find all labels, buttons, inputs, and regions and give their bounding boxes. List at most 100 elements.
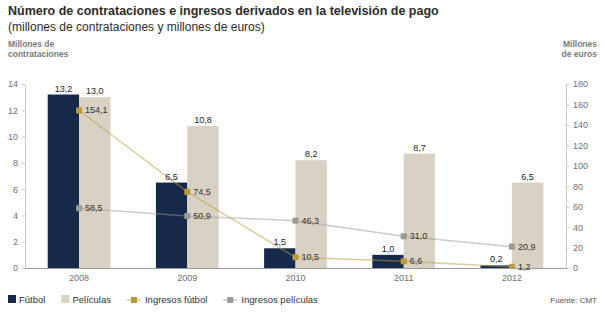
bar-series bbox=[79, 97, 543, 268]
y-tick: 14 bbox=[8, 79, 25, 89]
line-label: 74,5 bbox=[193, 187, 211, 197]
y-tick: 6 bbox=[13, 185, 25, 195]
line-marker bbox=[184, 189, 190, 195]
bar-series bbox=[48, 95, 512, 268]
y2-axis: 020406080100120140160180 bbox=[566, 79, 588, 273]
y-tick: 12 bbox=[8, 106, 25, 116]
y2-axis-line bbox=[566, 85, 567, 269]
line-marker bbox=[401, 233, 407, 239]
y2-tick: 20 bbox=[566, 243, 583, 253]
y2-tick: 0 bbox=[566, 263, 578, 273]
bar-label: 10,8 bbox=[194, 115, 212, 125]
y2-tick-label: 20 bbox=[573, 243, 583, 253]
line-marker bbox=[184, 213, 190, 219]
line-label: 1,2 bbox=[518, 262, 531, 272]
y2-tick-mark bbox=[566, 125, 569, 126]
line bbox=[79, 110, 512, 266]
bar bbox=[187, 126, 218, 268]
y2-tick: 160 bbox=[566, 100, 588, 110]
y2-tick-label: 0 bbox=[573, 263, 578, 273]
bar-label: 8,2 bbox=[305, 149, 318, 159]
y-tick: 4 bbox=[13, 211, 25, 221]
y2-tick-label: 60 bbox=[573, 202, 583, 212]
data-labels: 13,26,51,51,00,213,010,88,28,76,5154,174… bbox=[55, 84, 536, 272]
line-label: 20,9 bbox=[518, 242, 536, 252]
y2-tick-label: 160 bbox=[573, 100, 588, 110]
legend-item: Ingresos películas bbox=[223, 294, 318, 305]
line bbox=[79, 208, 512, 246]
line-label: 50,9 bbox=[193, 211, 211, 221]
y2-tick: 140 bbox=[566, 120, 588, 130]
y-tick-mark bbox=[22, 242, 25, 243]
line-label: 6,6 bbox=[410, 256, 423, 266]
x-tick: 2008 bbox=[69, 273, 89, 283]
y2-tick-mark bbox=[566, 84, 569, 85]
y-tick-label: 6 bbox=[13, 185, 18, 195]
legend-label: Ingresos películas bbox=[241, 294, 318, 305]
line-marker bbox=[293, 254, 299, 260]
subtitle: (millones de contrataciones y millones d… bbox=[8, 20, 265, 34]
y2-tick: 100 bbox=[566, 161, 588, 171]
y-tick-mark bbox=[22, 189, 25, 190]
bar-label: 8,7 bbox=[413, 143, 426, 153]
bar-label: 1,0 bbox=[382, 244, 395, 254]
y-tick-mark bbox=[22, 163, 25, 164]
x-tick-label: 2011 bbox=[394, 273, 413, 283]
x-tick-label: 2010 bbox=[285, 273, 305, 283]
source: Fuente: CMT bbox=[550, 296, 597, 305]
bar bbox=[48, 95, 79, 268]
y-tick-mark bbox=[22, 110, 25, 111]
y-tick: 10 bbox=[8, 132, 25, 142]
line-marker bbox=[76, 107, 82, 113]
y2-tick: 40 bbox=[566, 222, 583, 232]
x-tick: 2010 bbox=[285, 273, 305, 283]
y-tick-label: 2 bbox=[13, 237, 18, 247]
y-tick-mark bbox=[22, 215, 25, 216]
bar-label: 1,5 bbox=[274, 237, 287, 247]
bar bbox=[264, 248, 295, 268]
x-tick: 2011 bbox=[394, 273, 413, 283]
bar-label: 6,5 bbox=[165, 172, 178, 182]
x-axis-line bbox=[26, 268, 567, 269]
line-label: 46,3 bbox=[302, 216, 320, 226]
y-tick-mark bbox=[22, 137, 25, 138]
bar bbox=[512, 183, 543, 268]
y-tick-label: 4 bbox=[13, 211, 18, 221]
y2-tick-label: 180 bbox=[573, 79, 588, 89]
legend: FútbolPelículasIngresos fútbolIngresos p… bbox=[8, 294, 318, 305]
bar-label: 6,5 bbox=[521, 172, 534, 182]
y-tick-mark bbox=[22, 268, 25, 269]
y2-tick-mark bbox=[566, 104, 569, 105]
bar bbox=[296, 160, 327, 268]
bar-label: 13,2 bbox=[55, 84, 73, 94]
plot-marks bbox=[48, 95, 544, 268]
y2-tick: 80 bbox=[566, 182, 583, 192]
y2-tick-label: 100 bbox=[573, 161, 588, 171]
y2-tick-mark bbox=[566, 166, 569, 167]
y2-tick-mark bbox=[566, 145, 569, 146]
y-axis-title-line: contrataciones bbox=[8, 49, 69, 59]
y-tick-label: 10 bbox=[8, 132, 18, 142]
y2-axis-title-line: de euros bbox=[562, 49, 598, 59]
bar-label: 0,2 bbox=[490, 254, 503, 264]
y2-tick-label: 140 bbox=[573, 120, 588, 130]
x-axis: 20082009201020112012 bbox=[26, 269, 567, 284]
title: Número de contrataciones e ingresos deri… bbox=[8, 4, 439, 18]
line-marker bbox=[76, 205, 82, 211]
line-marker bbox=[401, 258, 407, 264]
y-tick: 8 bbox=[13, 158, 25, 168]
legend-label: Fútbol bbox=[19, 294, 45, 305]
y2-tick-label: 80 bbox=[573, 182, 583, 192]
line-series bbox=[76, 107, 515, 268]
chart-container: Número de contrataciones e ingresos deri… bbox=[0, 0, 605, 319]
bar bbox=[156, 183, 187, 268]
legend-item: Fútbol bbox=[8, 294, 45, 305]
y-tick-mark bbox=[22, 84, 25, 85]
y-axis-title-line: Millones de bbox=[8, 39, 55, 49]
y2-axis-title-line: Millones bbox=[563, 39, 597, 49]
y-tick: 0 bbox=[13, 263, 25, 273]
y2-tick: 60 bbox=[566, 202, 583, 212]
line-label: 154,1 bbox=[85, 105, 108, 115]
y2-tick-mark bbox=[566, 186, 569, 187]
legend-item: Películas bbox=[61, 294, 111, 305]
